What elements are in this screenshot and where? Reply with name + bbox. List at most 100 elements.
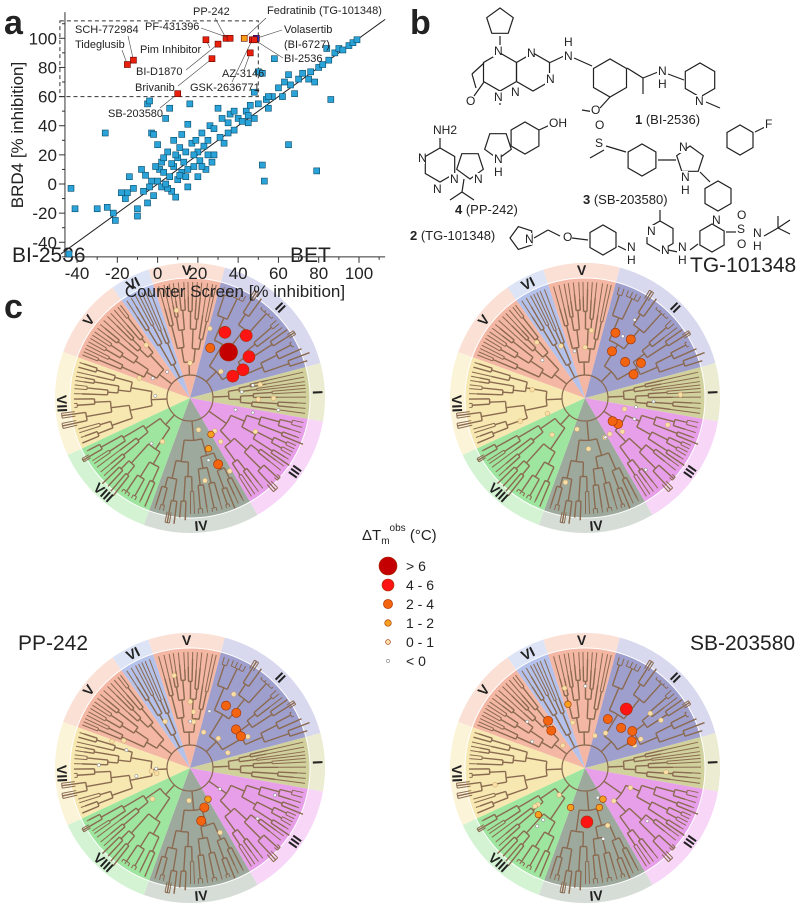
tree-leaf xyxy=(597,508,598,513)
tree-branch xyxy=(546,391,547,405)
tree-branch xyxy=(587,329,588,348)
tree-branch xyxy=(591,319,592,329)
data-point xyxy=(271,56,277,62)
bond xyxy=(534,230,548,238)
tree-branch xyxy=(587,699,588,718)
atom-label: N xyxy=(494,152,503,166)
hit-dot xyxy=(562,686,567,691)
hit-dot xyxy=(197,816,206,825)
tree-branch xyxy=(192,329,193,348)
hit-dot xyxy=(188,360,193,365)
y-tick-label: -20 xyxy=(32,204,57,223)
data-point xyxy=(328,96,334,102)
data-point xyxy=(259,162,265,168)
data-point xyxy=(145,200,151,206)
hit-dot xyxy=(563,480,568,485)
data-point xyxy=(221,140,227,146)
point-label: PP-242 xyxy=(193,6,230,18)
hit-dot xyxy=(644,468,647,471)
hit-dot xyxy=(144,343,149,348)
data-point xyxy=(167,174,173,180)
hit-dot xyxy=(530,387,535,392)
atom-label: N xyxy=(647,224,656,238)
panel-label-c: c xyxy=(4,288,23,326)
tree-branch xyxy=(623,761,624,769)
hit-dot xyxy=(584,685,587,688)
hit-dot xyxy=(214,460,223,469)
tree-branch xyxy=(566,870,572,871)
tree-branch xyxy=(278,772,297,773)
compound-label: 4 (PP-242) xyxy=(455,202,518,217)
x-axis-label: Counter Screen [% inhibition] xyxy=(125,282,345,301)
hit-dot xyxy=(273,794,276,797)
hit-dot xyxy=(536,825,539,828)
hit-dot xyxy=(166,370,169,373)
data-point xyxy=(183,149,189,155)
hit-dot xyxy=(634,406,637,409)
ring xyxy=(700,224,724,252)
bond xyxy=(472,63,484,74)
tree-branch xyxy=(457,413,458,418)
bond xyxy=(600,97,610,108)
bond xyxy=(462,192,474,200)
legend-label: < 0 xyxy=(406,653,426,669)
data-point xyxy=(153,164,159,170)
hit-dot xyxy=(605,823,610,828)
data-point xyxy=(326,57,332,63)
hit-dot xyxy=(596,804,603,811)
hit-dot xyxy=(586,446,591,451)
tree-branch xyxy=(546,769,562,770)
tree-branch xyxy=(151,769,167,770)
data-point xyxy=(251,115,257,121)
bond xyxy=(462,179,464,192)
tree-branch xyxy=(593,855,598,856)
bond xyxy=(700,172,710,182)
hit-dot xyxy=(567,804,574,811)
y-axis-label: BRD4 [% inhibition] xyxy=(8,62,27,208)
hit-dot xyxy=(532,804,537,809)
hit-dot xyxy=(234,408,237,411)
panel-label-b: b xyxy=(410,4,431,42)
hit-dot xyxy=(154,394,157,397)
hit-dot xyxy=(621,335,624,338)
bond xyxy=(572,238,588,240)
hit-dot xyxy=(207,459,210,462)
atom-label: H xyxy=(494,165,503,179)
atom-label: N xyxy=(511,85,520,99)
data-point xyxy=(205,152,211,158)
point-label: SB-203580 xyxy=(108,108,163,120)
point-label: BI-2536 xyxy=(284,53,323,65)
compound-number: 2 xyxy=(410,228,417,243)
data-point xyxy=(126,174,132,180)
data-point xyxy=(177,172,183,178)
hit-dot xyxy=(196,427,201,432)
tree-branch xyxy=(591,689,592,699)
compound-name: (TG-101348) xyxy=(417,228,495,243)
x-tick-label: 100 xyxy=(345,264,373,283)
bond xyxy=(643,72,658,78)
hit-dot xyxy=(608,417,617,426)
hit-dot xyxy=(245,734,250,739)
tree-branch xyxy=(587,719,594,720)
atom-label: H xyxy=(564,35,573,49)
data-point xyxy=(193,137,199,143)
tree-branch xyxy=(118,386,119,393)
legend-title: ΔTmobs (°C) xyxy=(362,523,437,547)
x-tick-label: -20 xyxy=(105,264,130,283)
data-point xyxy=(171,137,177,143)
tree-branch xyxy=(192,659,193,682)
data-point xyxy=(163,115,169,121)
atom-label: O xyxy=(737,237,746,251)
data-point xyxy=(245,113,251,119)
data-point xyxy=(104,204,110,210)
y-tick-label: 20 xyxy=(38,146,57,165)
y-tick-label: 80 xyxy=(38,58,57,77)
data-point xyxy=(177,145,183,151)
tree-leaf xyxy=(145,505,146,506)
family-label: V xyxy=(182,632,192,648)
atom-label: N xyxy=(753,226,762,240)
hit-dot xyxy=(236,732,245,741)
family-label: I xyxy=(310,760,326,765)
